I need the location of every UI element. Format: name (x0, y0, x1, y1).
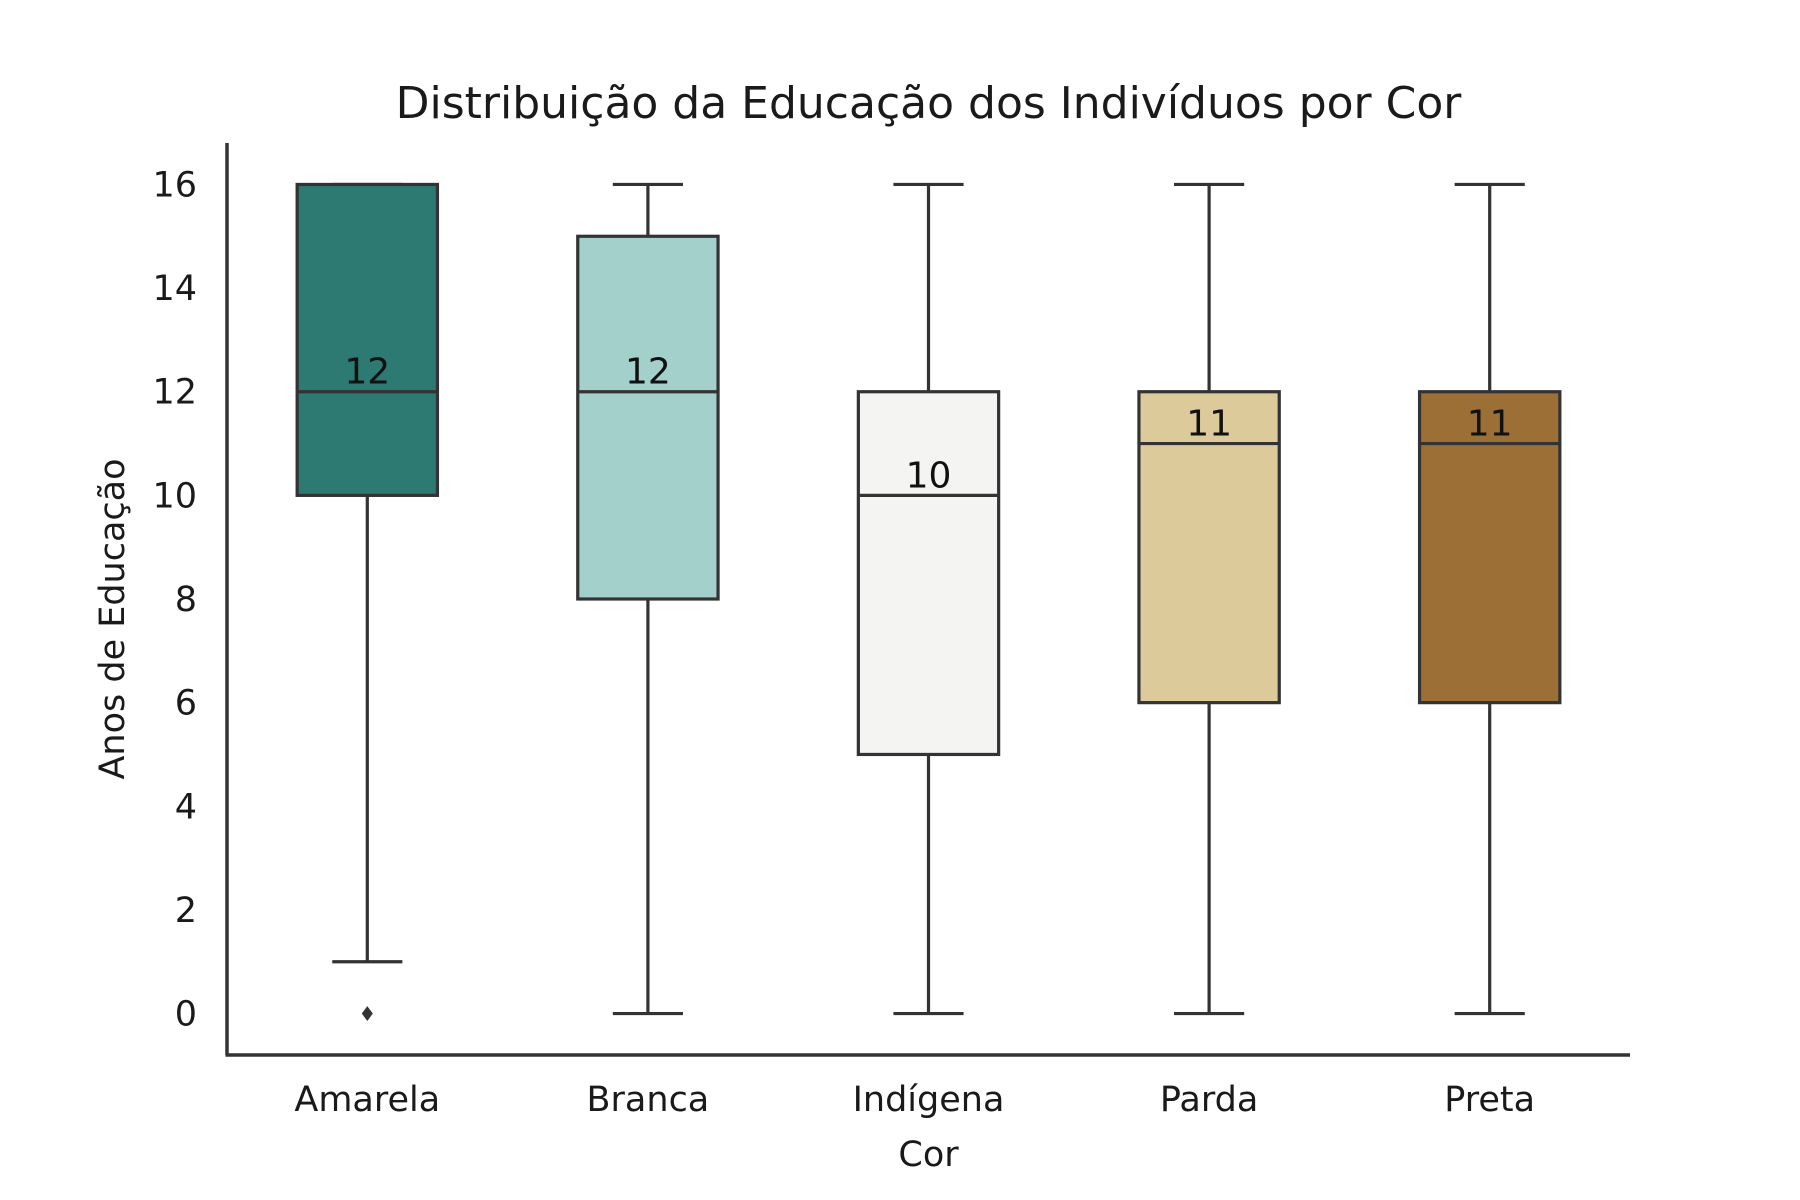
y-tick-label: 12 (152, 373, 197, 413)
box-iqr (576, 234, 720, 601)
box-group: 12 (576, 182, 720, 1016)
box-group: 12 (295, 182, 440, 1021)
y-tick-label: 14 (152, 269, 197, 309)
chart-title: Distribuição da Educação dos Indivíduos … (396, 78, 1463, 129)
box-group: 11 (1417, 182, 1562, 1016)
outlier-point (361, 1006, 373, 1021)
boxes: 12 12 10 11 11 (295, 182, 1562, 1021)
x-tick-label: Preta (1444, 1080, 1535, 1120)
box-iqr (856, 390, 1001, 757)
median-label: 10 (906, 455, 952, 496)
y-tick-label: 16 (152, 165, 197, 205)
y-tick-label: 0 (175, 995, 197, 1035)
median-label: 12 (344, 352, 390, 393)
x-tick-label: Amarela (294, 1080, 440, 1120)
box-group: 10 (856, 182, 1001, 1016)
box-iqr (295, 182, 440, 497)
x-ticks: Amarela Branca Indígena Parda Preta (294, 1080, 1535, 1120)
y-axis-label: Anos de Educação (93, 458, 133, 779)
y-tick-label: 8 (175, 580, 197, 620)
x-tick-label: Indígena (853, 1080, 1005, 1120)
y-tick-label: 6 (175, 684, 197, 724)
y-tick-label: 10 (152, 476, 197, 516)
x-tick-label: Branca (587, 1080, 710, 1120)
y-ticks: 0 2 4 6 8 10 12 14 16 (152, 165, 197, 1034)
y-tick-label: 4 (175, 787, 197, 827)
median-label: 11 (1467, 404, 1513, 445)
median-label: 12 (625, 352, 671, 393)
median-label: 11 (1186, 404, 1232, 445)
x-axis-label: Cor (898, 1135, 959, 1175)
x-tick-label: Parda (1160, 1080, 1258, 1120)
y-tick-label: 2 (175, 891, 197, 931)
box-group: 11 (1137, 182, 1281, 1016)
